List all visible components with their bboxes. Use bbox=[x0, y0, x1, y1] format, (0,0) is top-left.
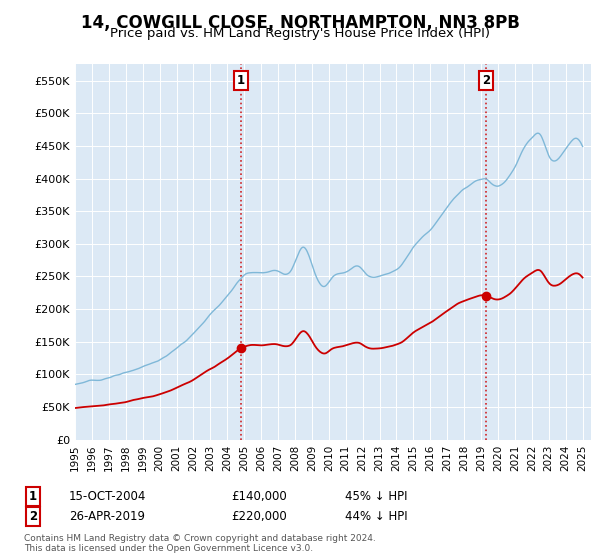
Text: 15-OCT-2004: 15-OCT-2004 bbox=[69, 490, 146, 503]
Text: 14, COWGILL CLOSE, NORTHAMPTON, NN3 8PB: 14, COWGILL CLOSE, NORTHAMPTON, NN3 8PB bbox=[80, 14, 520, 32]
Text: 2: 2 bbox=[29, 510, 37, 523]
Text: £220,000: £220,000 bbox=[231, 510, 287, 523]
Text: 44% ↓ HPI: 44% ↓ HPI bbox=[345, 510, 407, 523]
Text: Contains HM Land Registry data © Crown copyright and database right 2024.
This d: Contains HM Land Registry data © Crown c… bbox=[24, 534, 376, 553]
Text: £140,000: £140,000 bbox=[231, 490, 287, 503]
Text: 1: 1 bbox=[236, 74, 245, 87]
Text: Price paid vs. HM Land Registry's House Price Index (HPI): Price paid vs. HM Land Registry's House … bbox=[110, 27, 490, 40]
Text: 45% ↓ HPI: 45% ↓ HPI bbox=[345, 490, 407, 503]
Text: 1: 1 bbox=[29, 490, 37, 503]
Text: 2: 2 bbox=[482, 74, 491, 87]
Text: 26-APR-2019: 26-APR-2019 bbox=[69, 510, 145, 523]
